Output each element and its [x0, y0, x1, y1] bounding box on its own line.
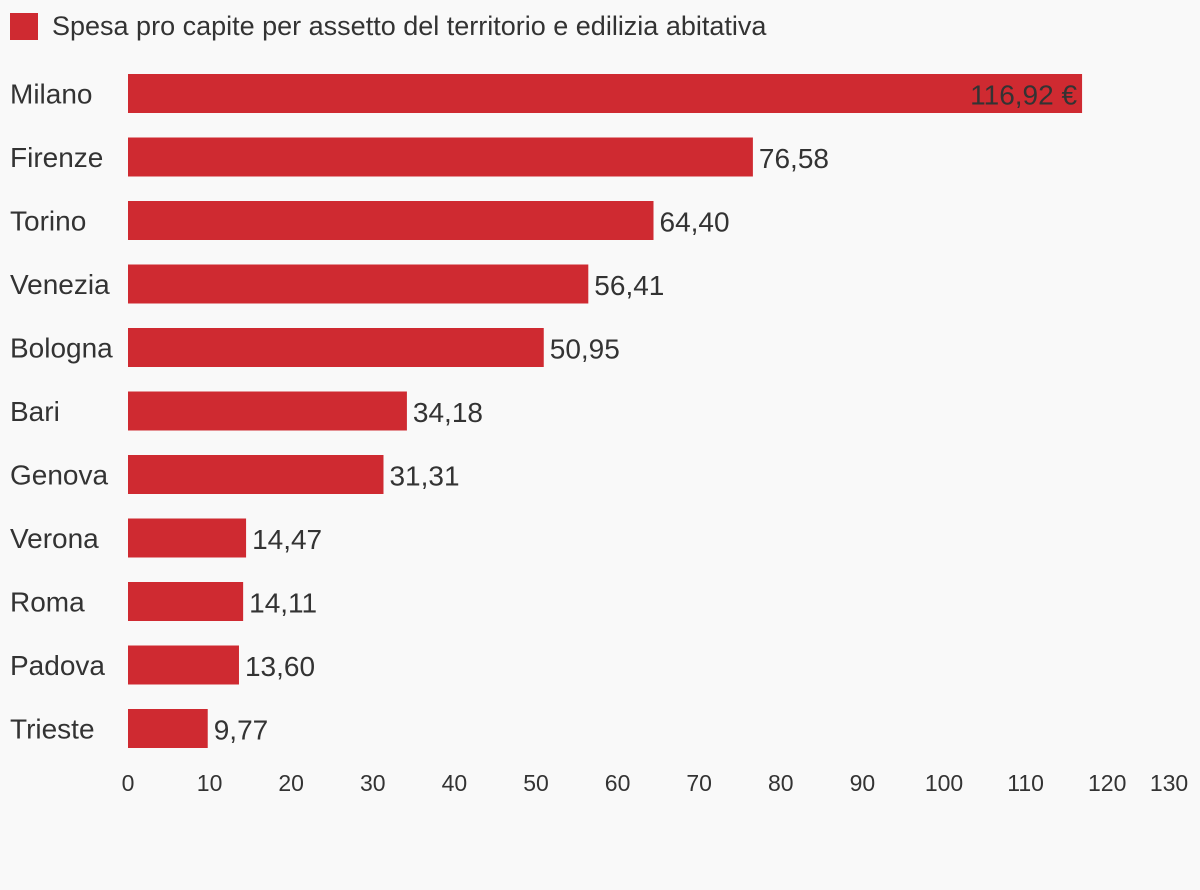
x-tick-label-60: 60: [605, 770, 631, 796]
bars-group: [128, 74, 1083, 748]
chart-legend: Spesa pro capite per assetto del territo…: [10, 10, 766, 42]
x-tick-label-10: 10: [197, 770, 223, 796]
value-label-firenze: 76,58: [759, 143, 829, 174]
category-label-bologna: Bologna: [10, 333, 113, 364]
bar-roma: [128, 582, 244, 621]
bar-torino: [128, 201, 654, 240]
x-axis-ticks: 0 10 20 30 40 50 60 70 80 90 100 110 120 130: [122, 770, 1189, 796]
value-label-bologna: 50,95: [550, 334, 620, 365]
category-label-firenze: Firenze: [10, 142, 103, 173]
bar-verona: [128, 518, 247, 558]
x-tick-label-0: 0: [122, 770, 135, 796]
category-label-milano: Milano: [10, 79, 92, 110]
value-label-bari: 34,18: [413, 397, 483, 428]
x-tick-label-130: 130: [1150, 770, 1188, 796]
value-label-venezia: 56,41: [594, 270, 664, 301]
category-label-bari: Bari: [10, 396, 60, 427]
category-label-venezia: Venezia: [10, 269, 110, 300]
bar-trieste: [128, 709, 208, 748]
value-label-genova: 31,31: [389, 461, 459, 492]
value-label-verona: 14,47: [252, 524, 322, 555]
legend-swatch: [10, 12, 38, 40]
x-tick-label-80: 80: [768, 770, 794, 796]
x-tick-label-30: 30: [360, 770, 386, 796]
category-label-padova: Padova: [10, 650, 105, 681]
bar-bologna: [128, 328, 544, 367]
x-tick-label-20: 20: [278, 770, 304, 796]
category-label-torino: Torino: [10, 206, 86, 237]
bar-bari: [128, 391, 407, 431]
value-labels: 116,92 € 76,58 64,40 56,41 50,95 34,18 31,31 14…: [214, 80, 1078, 746]
x-tick-label-90: 90: [850, 770, 876, 796]
x-tick-label-100: 100: [925, 770, 963, 796]
bar-genova: [128, 455, 384, 494]
value-label-torino: 64,40: [660, 207, 730, 238]
bar-milano: [128, 74, 1083, 113]
x-tick-label-110: 110: [1007, 770, 1044, 796]
category-label-genova: Genova: [10, 460, 108, 491]
x-tick-label-40: 40: [442, 770, 468, 796]
bar-padova: [128, 645, 239, 685]
x-tick-label-70: 70: [686, 770, 712, 796]
category-labels: Milano Firenze Torino Venezia Bologna Bari Gen…: [10, 79, 113, 745]
x-tick-label-50: 50: [523, 770, 549, 796]
legend-label: Spesa pro capite per assetto del territo…: [52, 11, 767, 41]
value-label-padova: 13,60: [245, 651, 315, 682]
category-label-roma: Roma: [10, 587, 85, 618]
category-label-verona: Verona: [10, 523, 99, 554]
value-label-trieste: 9,77: [214, 715, 269, 746]
bar-firenze: [128, 137, 753, 177]
x-tick-label-120: 120: [1088, 770, 1126, 796]
bar-venezia: [128, 264, 589, 304]
value-label-milano: 116,92 €: [970, 80, 1077, 111]
category-label-trieste: Trieste: [10, 714, 95, 745]
value-label-roma: 14,11: [249, 588, 317, 619]
